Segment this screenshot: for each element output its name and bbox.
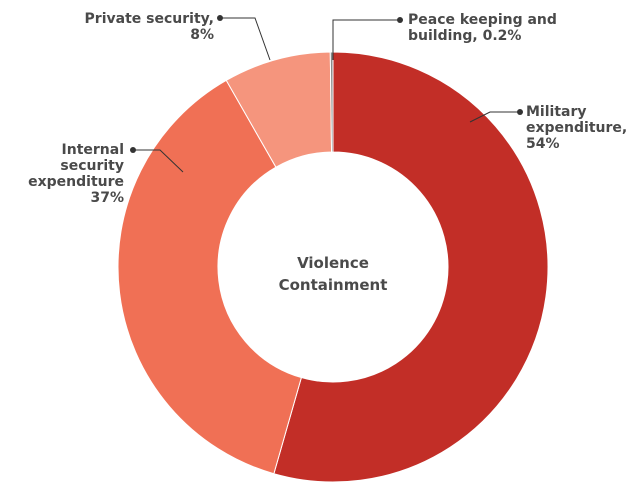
label-private-line1: Private security,: [84, 11, 214, 27]
label-internal-line1: Internal: [61, 142, 124, 158]
leader-dot-military: [517, 109, 523, 115]
label-internal-line2: security: [60, 158, 124, 174]
label-internal: Internal security expenditure 37%: [28, 142, 124, 206]
label-military-line2: expenditure,: [526, 120, 628, 136]
donut-slices: [117, 51, 549, 483]
label-peacekeeping: Peace keeping and building, 0.2%: [408, 12, 557, 44]
label-private: Private security, 8%: [85, 11, 214, 43]
label-military: Military expenditure, 54%: [526, 104, 627, 152]
donut-slice-military-expenditure: [273, 51, 549, 483]
leader-dot-internal: [130, 147, 136, 153]
leader-line-military: [469, 111, 520, 123]
center-label-line1: Violence: [297, 254, 369, 272]
label-peacekeeping-line2: building, 0.2%: [408, 28, 522, 44]
leader-dots: [130, 15, 523, 153]
leader-dot-peacekeeping: [397, 17, 403, 23]
leader-line-peacekeeping: [332, 19, 400, 60]
donut-slice-internal-security-expenditure: [117, 79, 302, 475]
label-internal-line3: expenditure: [28, 174, 124, 190]
label-peacekeeping-line1: Peace keeping and: [408, 12, 557, 28]
label-military-line1: Military: [526, 104, 587, 120]
donut-slice-peace-keeping-and-building: [329, 51, 334, 153]
label-private-line2: 8%: [190, 27, 214, 43]
donut-center-label: Violence Containment: [233, 252, 433, 296]
leader-lines: [133, 17, 520, 173]
leader-line-private: [220, 17, 271, 61]
label-internal-line4: 37%: [90, 190, 124, 206]
leader-line-internal: [133, 149, 184, 173]
center-label-line2: Containment: [278, 276, 388, 294]
leader-dot-private: [217, 15, 223, 21]
label-military-line3: 54%: [526, 136, 560, 152]
